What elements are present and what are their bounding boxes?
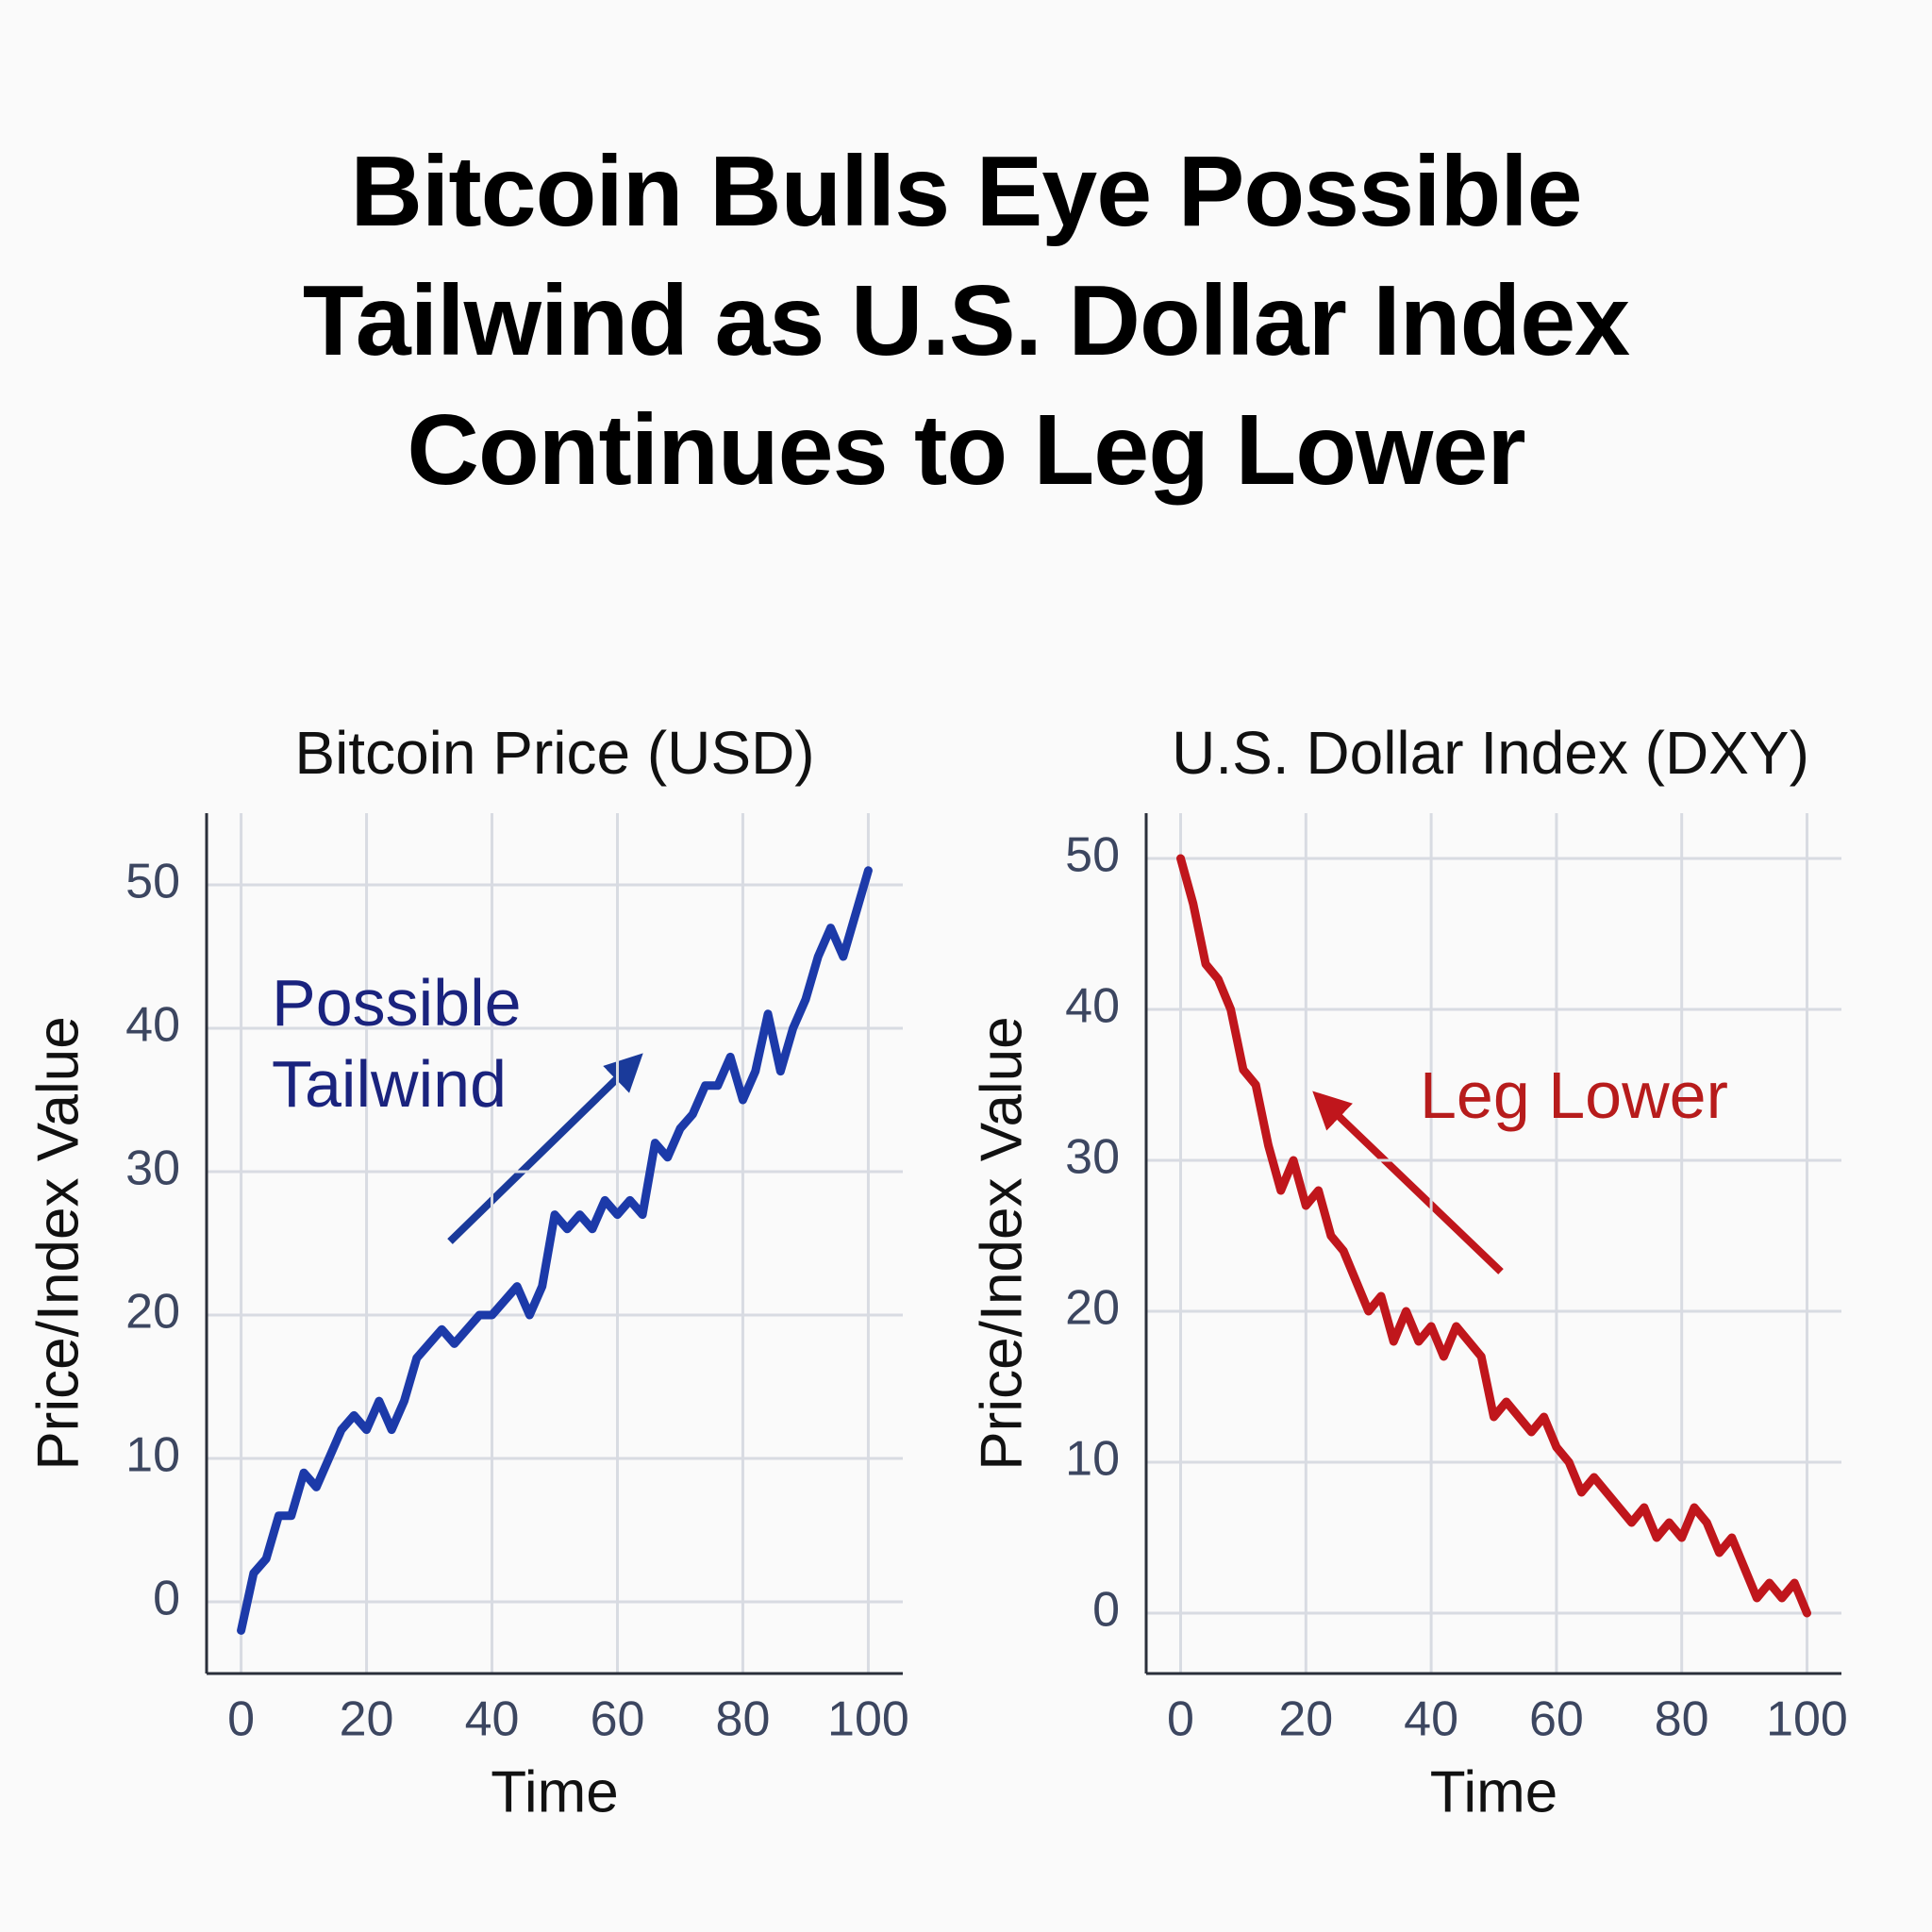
series-line — [1176, 854, 1811, 1618]
y-tick-label: 0 — [1092, 1583, 1120, 1638]
y-axis-label: Price/Index Value — [25, 1016, 91, 1470]
y-axis-label: Price/Index Value — [969, 1016, 1034, 1470]
annotation: Leg Lower — [1420, 1058, 1728, 1132]
x-tick-label: 0 — [227, 1692, 255, 1747]
x-tick-label: 80 — [1655, 1692, 1709, 1747]
annotation-arrow — [447, 1053, 643, 1244]
x-axis-label: Time — [491, 1759, 618, 1824]
chart-title: U.S. Dollar Index (DXY) — [1172, 719, 1809, 787]
x-tick-label: 100 — [827, 1692, 909, 1747]
y-tick-label: 50 — [125, 855, 180, 909]
x-tick-label: 100 — [1766, 1692, 1848, 1747]
x-tick-label: 60 — [591, 1692, 645, 1747]
x-tick-label: 80 — [716, 1692, 771, 1747]
x-tick-label: 20 — [340, 1692, 394, 1747]
x-tick-label: 40 — [1404, 1692, 1458, 1747]
x-tick-label: 20 — [1278, 1692, 1333, 1747]
y-tick-label: 40 — [1065, 979, 1120, 1034]
y-tick-label: 30 — [1065, 1130, 1120, 1185]
y-tick-label: 40 — [125, 998, 180, 1053]
y-tick-label: 10 — [1065, 1432, 1120, 1487]
x-tick-label: 40 — [465, 1692, 520, 1747]
y-tick-label: 20 — [1065, 1281, 1120, 1336]
main-title: Bitcoin Bulls Eye Possible Tailwind as U… — [302, 136, 1630, 506]
x-tick-label: 60 — [1529, 1692, 1584, 1747]
x-axis-label: Time — [1430, 1759, 1557, 1824]
chart-title: Bitcoin Price (USD) — [294, 719, 814, 787]
annotation: Possible Tailwind — [272, 966, 522, 1121]
series-line — [237, 866, 873, 1635]
y-tick-label: 0 — [153, 1572, 180, 1626]
x-tick-label: 0 — [1167, 1692, 1194, 1747]
y-tick-label: 50 — [1065, 828, 1120, 883]
annotation-arrow — [1312, 1091, 1504, 1274]
y-tick-label: 30 — [125, 1141, 180, 1196]
y-tick-label: 20 — [125, 1285, 180, 1340]
y-tick-label: 10 — [125, 1428, 180, 1483]
